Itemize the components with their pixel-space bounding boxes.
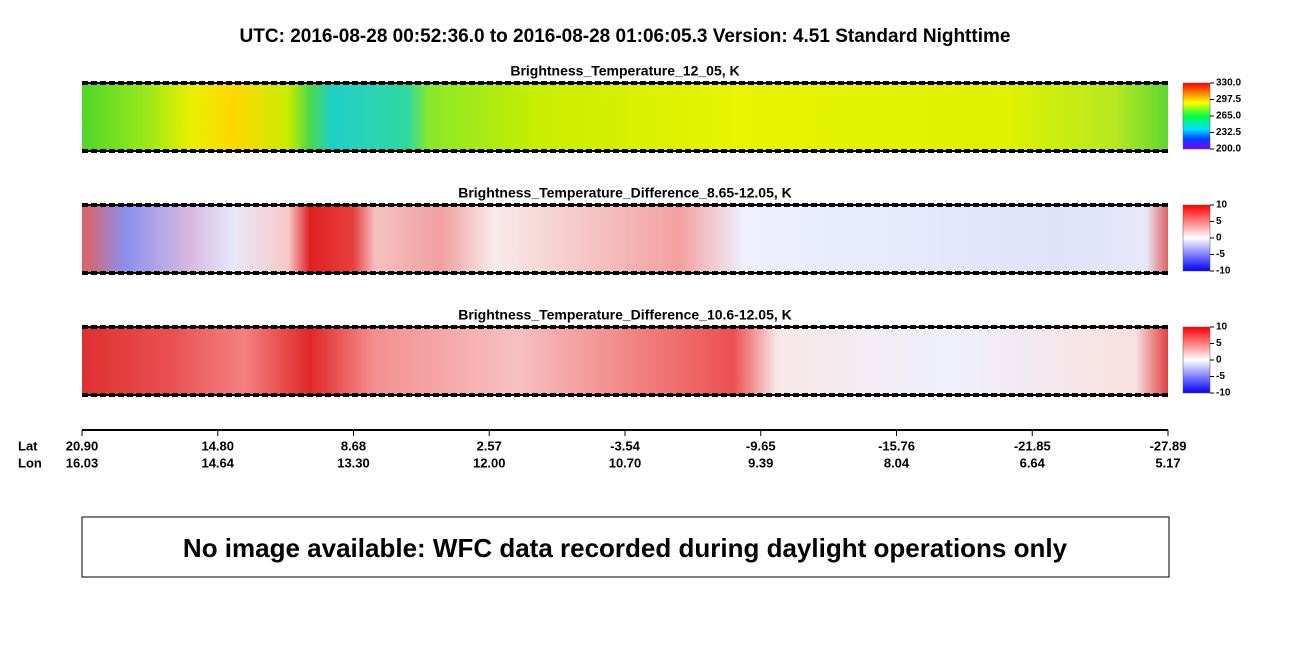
- panel-title: Brightness_Temperature_Difference_8.65-1…: [458, 185, 792, 201]
- lat-label: -27.89: [1150, 438, 1187, 453]
- colorbar-tick-label: -10: [1216, 388, 1231, 399]
- data-strip: [82, 205, 1168, 273]
- colorbar: [1182, 326, 1211, 394]
- colorbar-tick-label: -5: [1216, 371, 1225, 382]
- data-strip: [82, 83, 1168, 151]
- lat-label: -3.54: [610, 438, 640, 453]
- lat-label: -9.65: [746, 438, 776, 453]
- colorbar: [1182, 204, 1211, 272]
- colorbar-tick-label: -10: [1216, 266, 1231, 277]
- notice: No image available: WFC data recorded du…: [183, 533, 1068, 563]
- row-label: Lon: [18, 455, 42, 470]
- lat-label: 2.57: [477, 438, 502, 453]
- lon-label: 6.64: [1020, 455, 1046, 470]
- lon-label: 14.64: [201, 455, 234, 470]
- colorbar-tick-label: 200.0: [1216, 144, 1241, 155]
- colorbar-tick-label: 265.0: [1216, 111, 1241, 122]
- colorbar-tick-label: 0: [1216, 233, 1222, 244]
- row-label: Lat: [18, 438, 38, 453]
- lat-label: -21.85: [1014, 438, 1051, 453]
- lat-label: 20.90: [66, 438, 99, 453]
- lon-label: 12.00: [473, 455, 506, 470]
- lon-label: 13.30: [337, 455, 370, 470]
- lat-label: -15.76: [878, 438, 915, 453]
- lon-label: 9.39: [748, 455, 773, 470]
- colorbar-tick-label: 232.5: [1216, 127, 1241, 138]
- lon-label: 8.04: [884, 455, 910, 470]
- figure-title: UTC: 2016-08-28 00:52:36.0 to 2016-08-28…: [240, 26, 1011, 47]
- data-strip: [82, 327, 1168, 395]
- colorbar-tick-label: 10: [1216, 200, 1228, 211]
- panel-title: Brightness_Temperature_Difference_10.6-1…: [458, 307, 792, 323]
- colorbar-tick-label: 10: [1216, 322, 1228, 333]
- colorbar-tick-label: 297.5: [1216, 94, 1241, 105]
- colorbar-tick-label: 5: [1216, 338, 1222, 349]
- panel-title: Brightness_Temperature_12_05, K: [510, 63, 739, 79]
- lat-label: 8.68: [341, 438, 366, 453]
- lon-label: 16.03: [66, 455, 99, 470]
- colorbar: [1182, 82, 1211, 150]
- colorbar-tick-label: 0: [1216, 355, 1222, 366]
- colorbar-tick-label: -5: [1216, 249, 1225, 260]
- lon-label: 5.17: [1155, 455, 1180, 470]
- colorbar-tick-label: 330.0: [1216, 78, 1241, 89]
- lat-label: 14.80: [201, 438, 234, 453]
- colorbar-tick-label: 5: [1216, 216, 1222, 227]
- lon-label: 10.70: [609, 455, 642, 470]
- notice-box: [81, 516, 1170, 578]
